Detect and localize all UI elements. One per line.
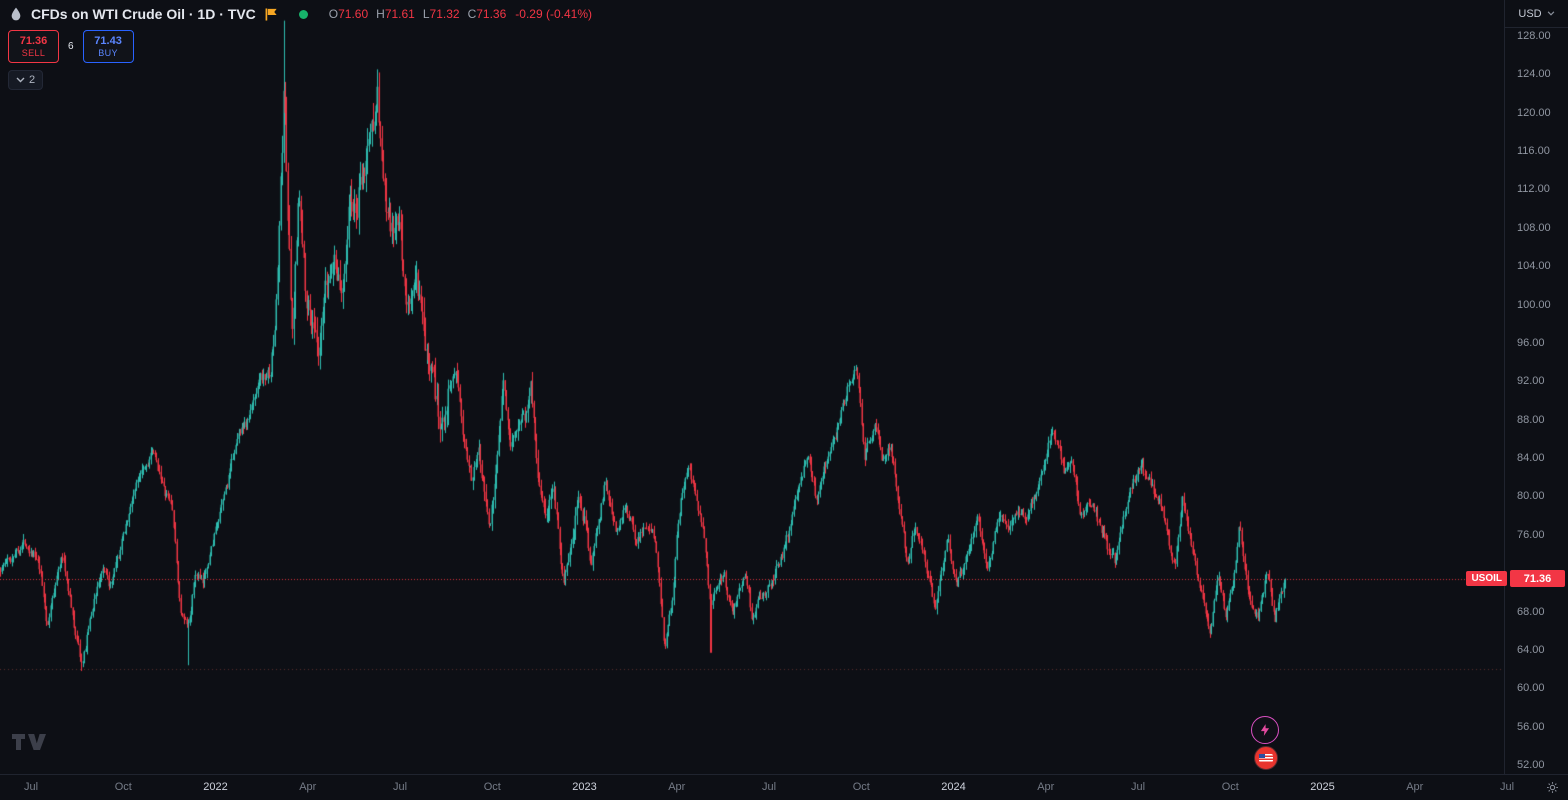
time-axis-label: 2023: [572, 781, 597, 793]
currency-selector[interactable]: USD: [1505, 0, 1568, 28]
buy-label: BUY: [98, 47, 118, 58]
oil-drop-icon: [8, 6, 24, 22]
flag-canton: [1259, 754, 1265, 758]
us-flag-icon[interactable]: [1254, 746, 1278, 770]
time-axis-label: Oct: [483, 781, 501, 793]
time-axis-label: Apr: [1037, 781, 1055, 793]
price-axis-label: 64.00: [1517, 643, 1545, 656]
price-axis-label: 112.00: [1517, 183, 1550, 196]
open-label: O: [328, 7, 339, 21]
price-axis-label: 88.00: [1517, 413, 1545, 426]
time-axis-label: Jul: [392, 781, 408, 793]
price-axis-label: 124.00: [1517, 68, 1551, 81]
currency-label: USD: [1518, 7, 1542, 20]
time-axis-label: Jul: [1130, 781, 1146, 793]
symbol-info-bar: CFDs on WTI Crude Oil · 1D · TVC O 71.60 …: [8, 6, 592, 22]
price-axis-label: 104.00: [1517, 260, 1551, 273]
price-axis-label: 120.00: [1517, 106, 1551, 119]
price-axis-label: 52.00: [1517, 759, 1545, 771]
price-axis-label: 108.00: [1517, 221, 1551, 234]
tradingview-logo-icon[interactable]: [10, 732, 46, 757]
indicators-count: 2: [29, 74, 36, 86]
time-axis-label: 2024: [941, 781, 966, 793]
chevron-down-icon: [16, 77, 25, 83]
high-label: H: [376, 7, 385, 21]
close-label: C: [467, 7, 477, 21]
price-axis-label: 80.00: [1517, 490, 1545, 503]
price-axis-label: 68.00: [1517, 605, 1545, 618]
price-axis-label: 116.00: [1517, 145, 1550, 158]
time-axis-label: Apr: [299, 781, 317, 793]
flag-icon[interactable]: [265, 7, 278, 22]
price-axis-label: 56.00: [1517, 720, 1545, 733]
sell-button[interactable]: 71.36 SELL: [8, 30, 59, 63]
time-axis-label: Jul: [761, 781, 777, 793]
time-axis-label: Oct: [1221, 781, 1239, 793]
time-axis-label: Jul: [1499, 781, 1515, 793]
price-axis-label: 96.00: [1517, 336, 1545, 349]
price-badge: 71.36: [1510, 570, 1565, 588]
flag-stripes: [1259, 754, 1273, 762]
lightning-icon[interactable]: [1251, 716, 1279, 744]
chevron-down-icon: [1547, 11, 1555, 16]
price-axis-label: 92.00: [1517, 375, 1545, 388]
time-axis-label: Oct: [852, 781, 870, 793]
spread-value: 6: [68, 41, 74, 52]
current-price-label: USOIL 71.36: [1466, 570, 1565, 588]
price-axis-label: 76.00: [1517, 528, 1545, 541]
sell-price: 71.36: [19, 35, 48, 47]
time-axis-label: Jul: [23, 781, 39, 793]
symbol-badge: USOIL: [1466, 571, 1507, 587]
time-axis-label: Apr: [1406, 781, 1424, 793]
indicators-collapse-pill[interactable]: 2: [8, 70, 44, 90]
price-axis-label: 128.00: [1517, 30, 1551, 42]
ohlc-readout: O 71.60 H 71.61 L 71.32 C 71.36 -0.29 (-0.41…: [321, 7, 592, 21]
price-axis[interactable]: USD 128.00 124.00 120.00 116.00 112.00 108.00…: [1504, 0, 1568, 775]
time-axis[interactable]: Jul Oct 2022 Apr Jul Oct 2023 Apr Jul Oct 2024 Apr J…: [0, 774, 1568, 800]
time-axis-label: Oct: [114, 781, 132, 793]
symbol-title[interactable]: CFDs on WTI Crude Oil · 1D · TVC: [31, 6, 256, 22]
time-axis-label: 2022: [203, 781, 228, 793]
open-value: 71.60: [338, 7, 369, 21]
low-label: L: [422, 7, 430, 21]
price-axis-label: 100.00: [1517, 298, 1551, 311]
time-axis-label: Apr: [668, 781, 686, 793]
trade-panel: 71.36 SELL 6 71.43 BUY: [8, 30, 134, 63]
buy-button[interactable]: 71.43 BUY: [82, 30, 134, 63]
change-value: -0.29 (-0.41%): [515, 7, 592, 21]
low-value: 71.32: [429, 7, 460, 21]
sell-label: SELL: [21, 47, 46, 58]
market-status-icon[interactable]: [298, 9, 308, 19]
gear-icon[interactable]: [1546, 781, 1559, 794]
buy-price: 71.43: [94, 35, 122, 47]
high-value: 71.61: [384, 7, 415, 21]
close-value: 71.36: [476, 7, 507, 21]
price-axis-label: 84.00: [1517, 452, 1545, 465]
price-axis-label: 60.00: [1517, 682, 1545, 695]
time-axis-label: 2025: [1310, 781, 1335, 793]
